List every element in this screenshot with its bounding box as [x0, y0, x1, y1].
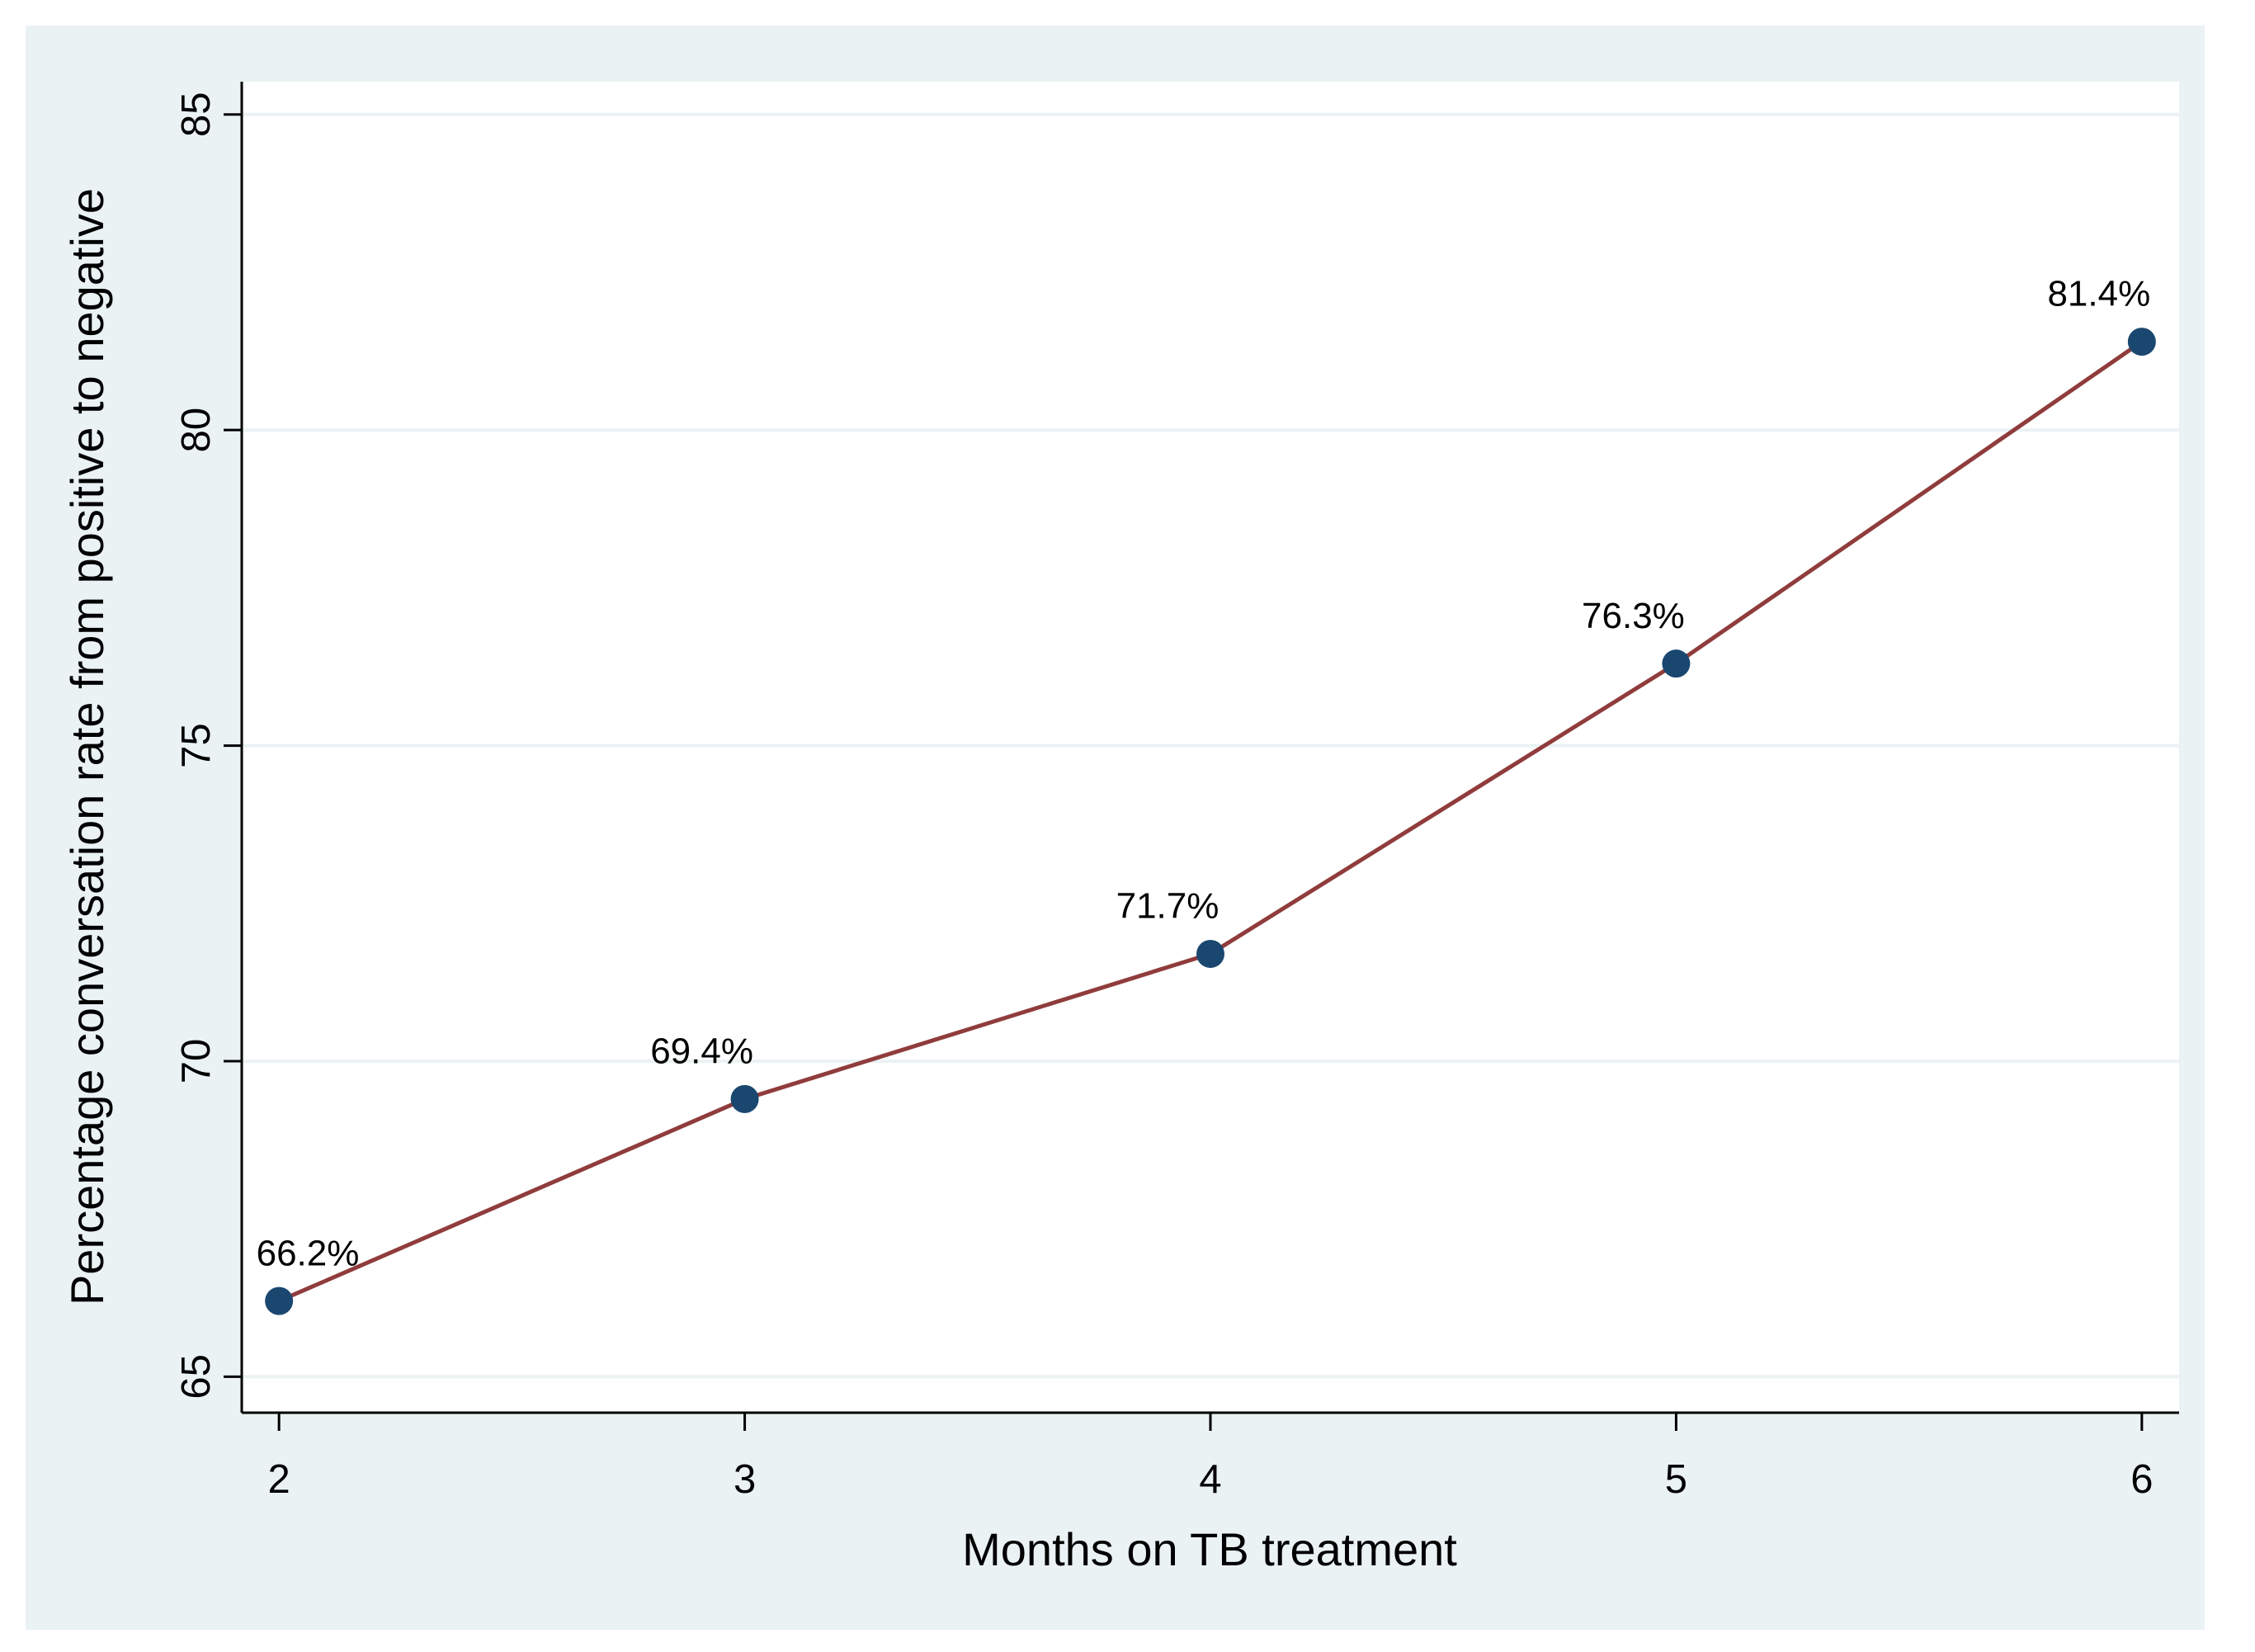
y-tick-label: 75	[174, 723, 219, 768]
data-label: 69.4%	[650, 1031, 753, 1072]
x-tick-label: 6	[2130, 1457, 2153, 1502]
marker	[265, 1286, 294, 1315]
data-label: 71.7%	[1116, 886, 1219, 927]
y-tick-label: 65	[174, 1354, 219, 1399]
y-tick-label: 70	[174, 1039, 219, 1084]
marker	[1662, 649, 1691, 678]
marker	[730, 1084, 759, 1113]
x-tick-label: 4	[1199, 1457, 1221, 1502]
y-tick-label: 80	[174, 408, 219, 453]
y-axis-title: Percentage conversation rate from positi…	[61, 188, 113, 1305]
data-label: 81.4%	[2047, 274, 2150, 314]
marker	[1196, 939, 1224, 968]
x-axis-title: Months on TB treatment	[962, 1523, 1457, 1575]
data-label: 76.3%	[1582, 596, 1685, 636]
marker	[2127, 328, 2156, 356]
y-tick-label: 85	[174, 92, 219, 138]
x-tick-label: 5	[1665, 1457, 1687, 1502]
x-tick-label: 3	[734, 1457, 756, 1502]
x-tick-label: 2	[268, 1457, 290, 1502]
data-label: 66.2%	[257, 1233, 360, 1273]
